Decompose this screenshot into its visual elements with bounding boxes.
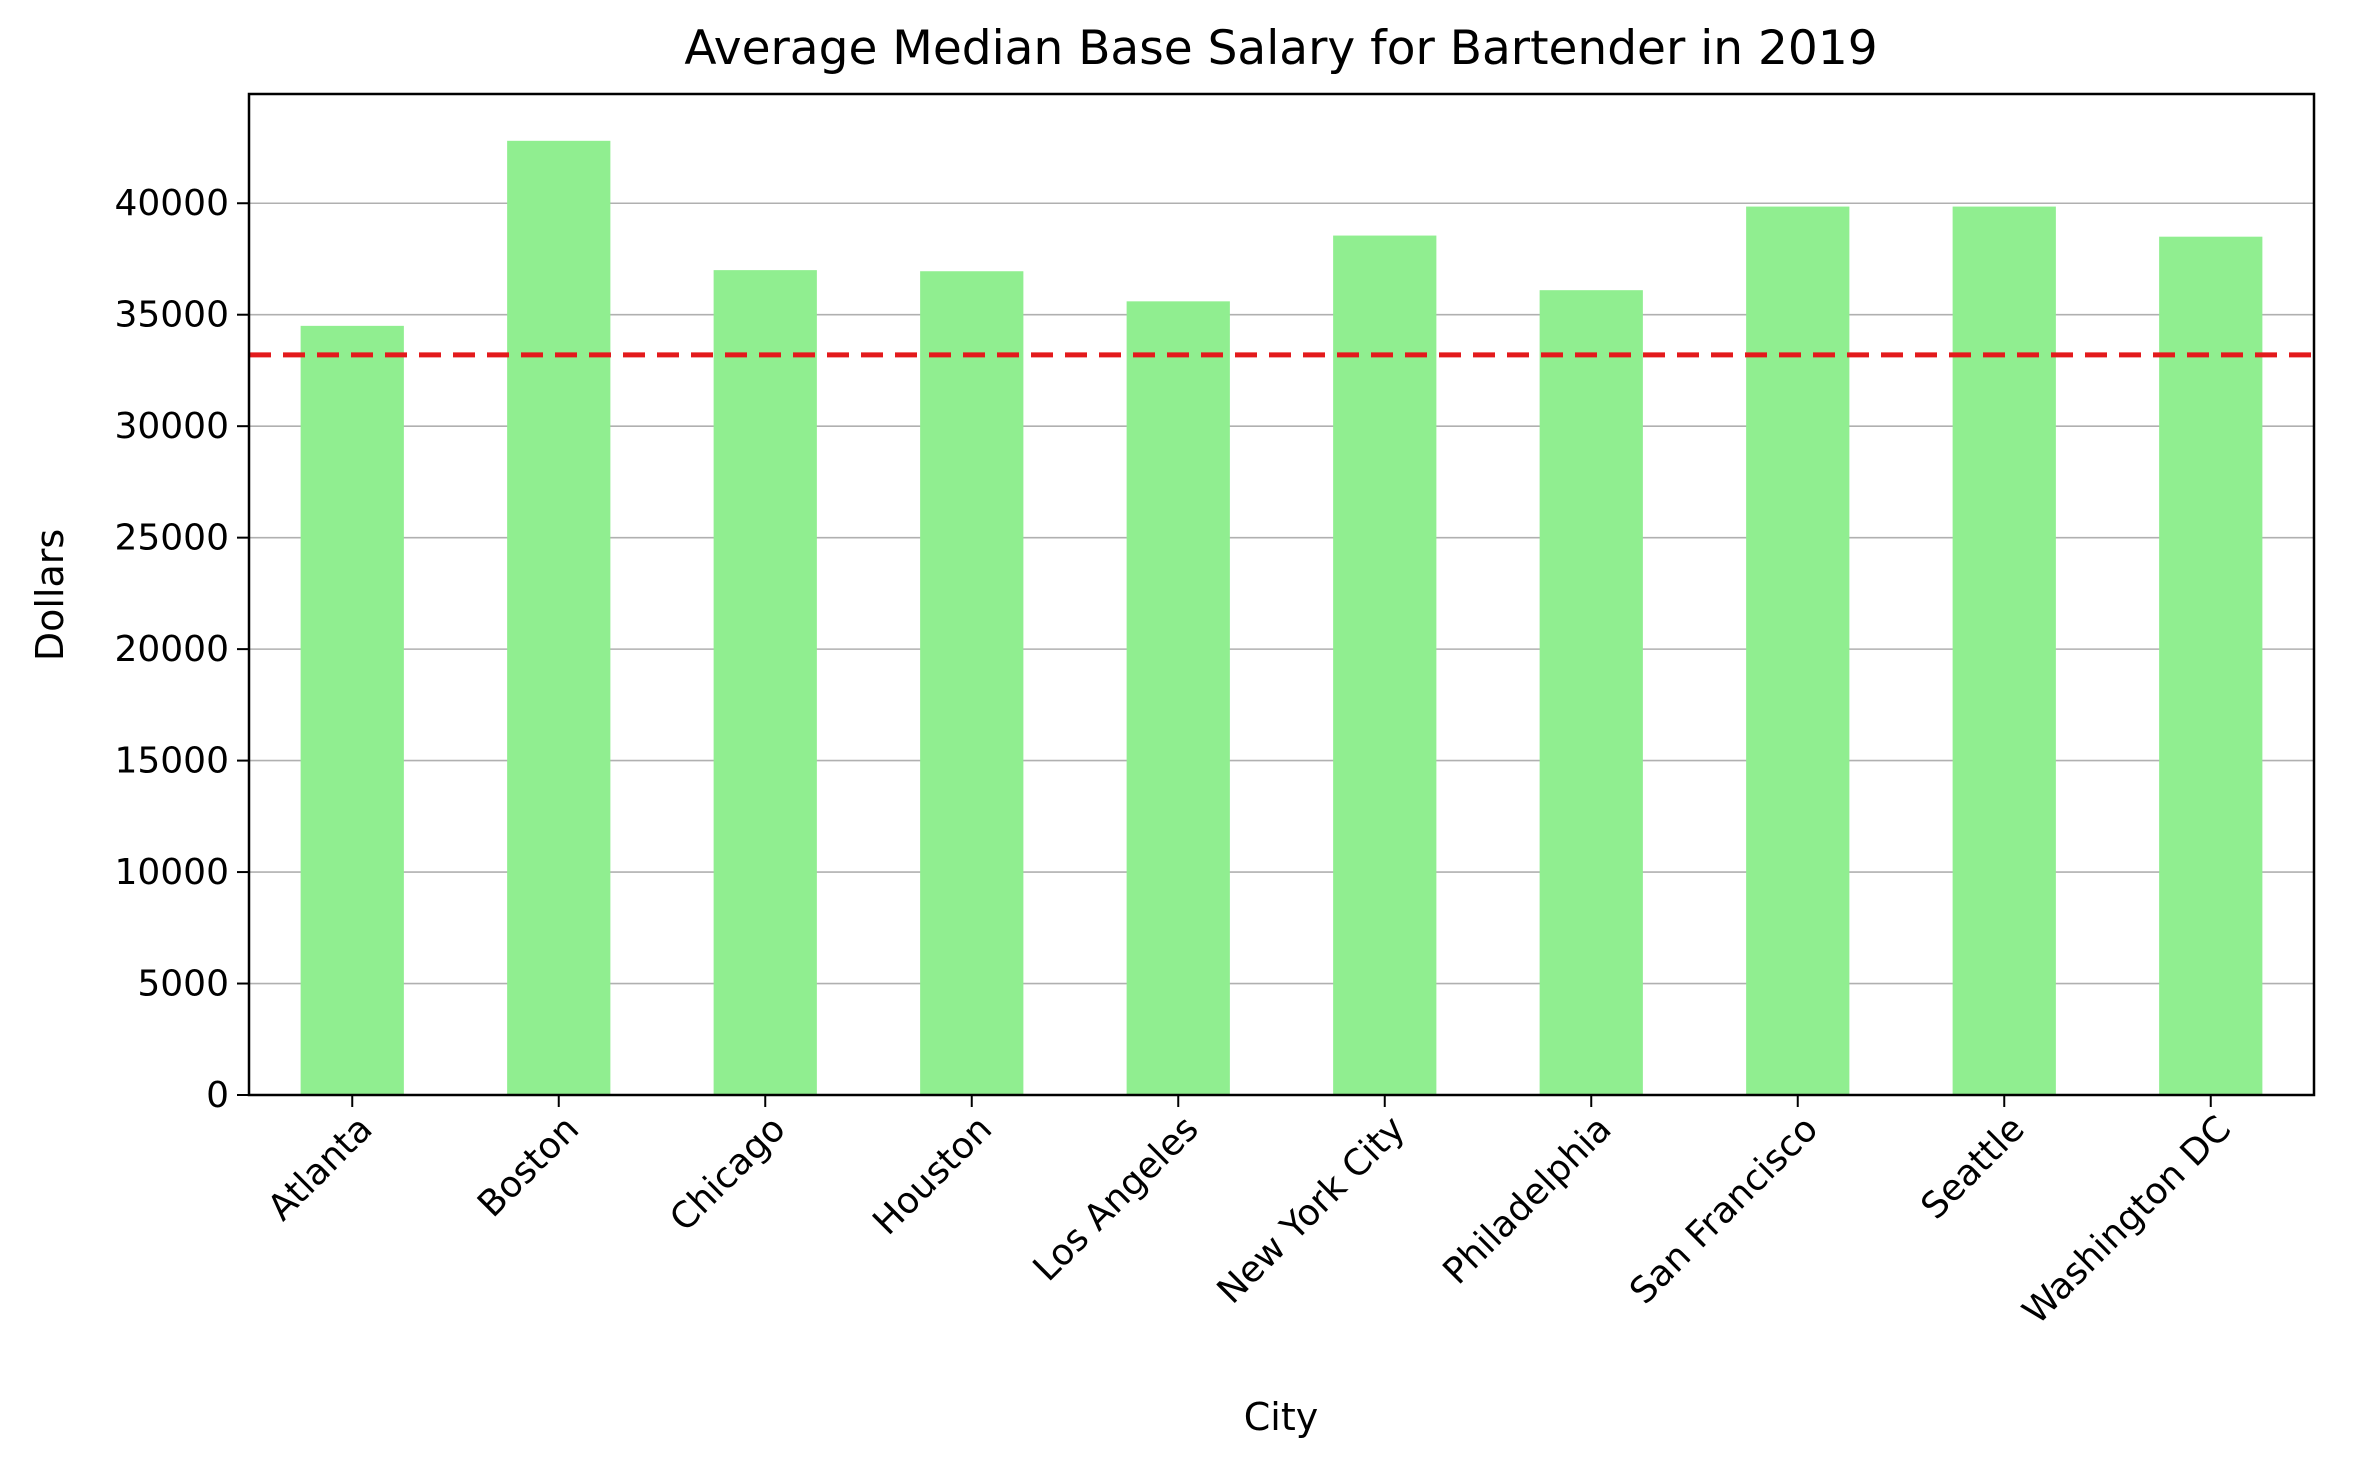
bar <box>1333 235 1437 1095</box>
x-tick-label: Philadelphia <box>1436 1108 1620 1292</box>
y-axis-label: Dollars <box>28 529 72 661</box>
x-axis-label: City <box>1244 1395 1318 1439</box>
bar <box>713 270 817 1095</box>
x-tick-label: New York City <box>1210 1108 1414 1312</box>
chart-title: Average Median Base Salary for Bartender… <box>684 21 1877 76</box>
x-tick-label: San Francisco <box>1622 1108 1826 1312</box>
y-tick-label: 0 <box>206 1075 229 1116</box>
x-tick-label: Houston <box>865 1108 1000 1243</box>
x-tick-label: Chicago <box>662 1108 793 1239</box>
x-tick-label: Atlanta <box>260 1108 380 1228</box>
y-tick-label: 25000 <box>114 518 229 559</box>
plot-frame <box>247 92 2316 1097</box>
y-tick-label: 10000 <box>114 852 229 893</box>
bar <box>507 140 611 1095</box>
y-tick-label: 40000 <box>114 183 229 224</box>
bar <box>1539 290 1643 1095</box>
y-tick-label: 15000 <box>114 741 229 782</box>
x-tick-label: Washington DC <box>2015 1108 2239 1332</box>
x-axis-ticks: Atlanta Boston Chicago Houston Los Angeles Ne… <box>260 1095 2239 1332</box>
bar <box>1126 301 1230 1095</box>
x-tick-label: Seattle <box>1913 1108 2032 1227</box>
bar <box>300 325 404 1096</box>
x-tick-label: Boston <box>470 1108 587 1225</box>
bar <box>1952 206 2056 1096</box>
y-axis-ticks: 0 5000 10000 15000 20000 25000 30000 35000 40000 <box>114 183 249 1116</box>
bars <box>300 140 2263 1096</box>
bar <box>2159 236 2263 1095</box>
bar <box>1746 206 1850 1096</box>
y-tick-label: 5000 <box>137 964 229 1005</box>
y-tick-label: 30000 <box>114 406 229 447</box>
y-tick-label: 20000 <box>114 629 229 670</box>
x-tick-label: Los Angeles <box>1026 1108 1207 1289</box>
bar <box>920 271 1024 1095</box>
y-tick-label: 35000 <box>114 295 229 336</box>
